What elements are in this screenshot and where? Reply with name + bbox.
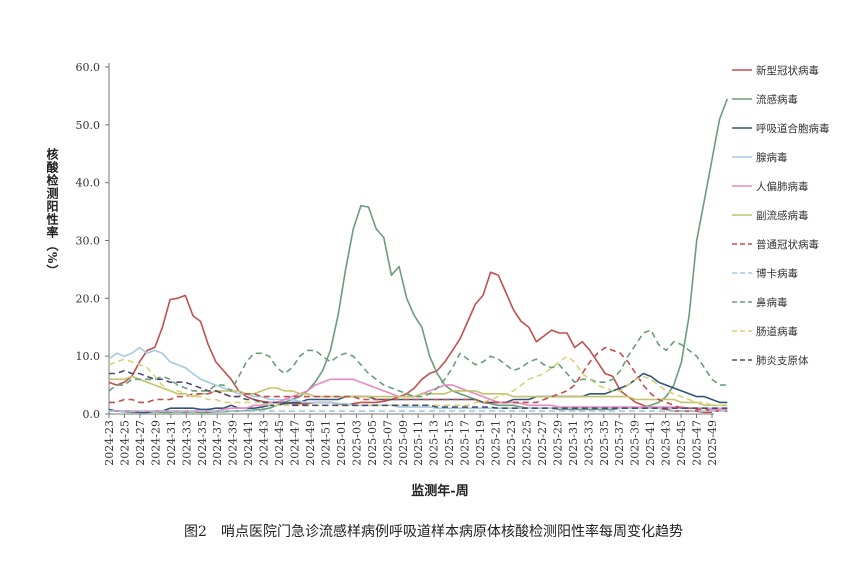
x-tick-label: 2025-15 (443, 420, 456, 466)
x-tick-label: 2024-33 (180, 420, 193, 466)
legend-label: 肠道病毒 (756, 325, 798, 338)
x-tick-label: 2025-29 (551, 420, 564, 466)
x-tick-label: 2025-03 (350, 420, 363, 466)
legend-label: 博卡病毒 (756, 267, 798, 280)
legend-label: 新型冠状病毒 (756, 64, 819, 77)
x-tick-label: 2024-35 (196, 420, 209, 466)
series-line-6 (109, 346, 728, 412)
x-tick-label: 2025-45 (675, 420, 688, 466)
legend-label: 鼻病毒 (756, 296, 788, 309)
x-axis-label: 监测年-周 (411, 484, 469, 499)
x-tick-label: 2025-37 (613, 420, 626, 466)
x-tick-label: 2024-51 (319, 420, 332, 466)
x-tick-label: 2025-17 (459, 420, 472, 466)
x-tick-label: 2025-43 (660, 420, 673, 466)
legend-label: 流感病毒 (756, 93, 798, 106)
x-tick-label: 2025-05 (366, 420, 379, 466)
axes (108, 63, 714, 415)
y-tick-label: 30.0 (76, 235, 101, 248)
x-tick-label: 2024-39 (227, 420, 240, 466)
x-tick-label: 2024-29 (149, 420, 162, 466)
y-tick-label: 20.0 (76, 292, 101, 305)
x-tick-label: 2025-27 (536, 420, 549, 466)
x-tick-label: 2025-49 (706, 420, 719, 466)
x-tick-label: 2025-35 (598, 420, 611, 466)
x-tick-label: 2025-47 (691, 420, 704, 466)
x-tick-label: 2025-25 (520, 420, 533, 466)
x-tick-label: 2025-41 (644, 420, 657, 466)
x-tick-label: 2025-21 (490, 420, 503, 466)
x-tick-label: 2024-27 (134, 420, 147, 466)
x-tick-label: 2025-39 (629, 420, 642, 466)
x-tick-label: 2024-43 (258, 420, 271, 466)
x-tick-label: 2025-07 (381, 420, 394, 466)
x-tick-label: 2024-37 (211, 420, 224, 466)
legend: 新型冠状病毒流感病毒呼吸道合胞病毒腺病毒人偏肺病毒副流感病毒普通冠状病毒博卡病毒… (732, 64, 830, 367)
x-tick-label: 2025-19 (474, 420, 487, 466)
legend-label: 普通冠状病毒 (756, 238, 819, 251)
x-tick-label: 2024-25 (118, 420, 131, 466)
x-tick-label: 2024-31 (165, 420, 178, 466)
y-tick-label: 40.0 (76, 177, 101, 190)
y-axis-label: 核酸检测阳性率（%） (45, 148, 59, 278)
y-tick-label: 0.0 (83, 408, 101, 421)
y-tick-label: 50.0 (76, 119, 101, 132)
x-tick-label: 2025-33 (582, 420, 595, 466)
series-lines (108, 98, 729, 414)
legend-label: 肺炎支原体 (756, 355, 809, 367)
series-line-10 (109, 369, 728, 410)
legend-label: 人偏肺病毒 (756, 180, 809, 193)
x-tick-label: 2024-49 (304, 420, 317, 466)
x-tick-label: 2024-41 (242, 420, 255, 466)
legend-label: 呼吸道合胞病毒 (756, 122, 830, 135)
x-tick-label: 2025-01 (335, 420, 348, 466)
x-tick-label: 2025-09 (397, 420, 410, 466)
y-tick-label: 60.0 (76, 61, 101, 74)
x-tick-label: 2025-13 (428, 420, 441, 466)
x-tick-label: 2025-31 (567, 420, 580, 466)
x-tick-label: 2024-47 (289, 420, 302, 466)
series-line-0 (108, 271, 712, 414)
series-line-9 (108, 355, 728, 407)
legend-label: 副流感病毒 (756, 209, 809, 222)
series-line-1 (109, 98, 729, 414)
x-tick-label: 2024-45 (273, 420, 286, 466)
y-tick-label: 10.0 (76, 350, 101, 363)
x-tick-labels: 2024-23 2024-25 2024-27 2024-29 2024-31 2024-… (103, 414, 719, 466)
legend-label: 腺病毒 (756, 151, 788, 164)
x-tick-label: 2025-11 (412, 420, 425, 466)
y-tick-labels: 0.0 10.0 20.0 30.0 40.0 50.0 60.0 (76, 61, 109, 421)
x-tick-label: 2025-23 (505, 420, 518, 466)
series-line-8 (108, 329, 728, 398)
figure-caption: 图2 哨点医院门急诊流感样病例呼吸道样本病原体核酸检测阳性率每周变化趋势 (184, 524, 683, 540)
x-tick-label: 2024-23 (103, 420, 116, 466)
